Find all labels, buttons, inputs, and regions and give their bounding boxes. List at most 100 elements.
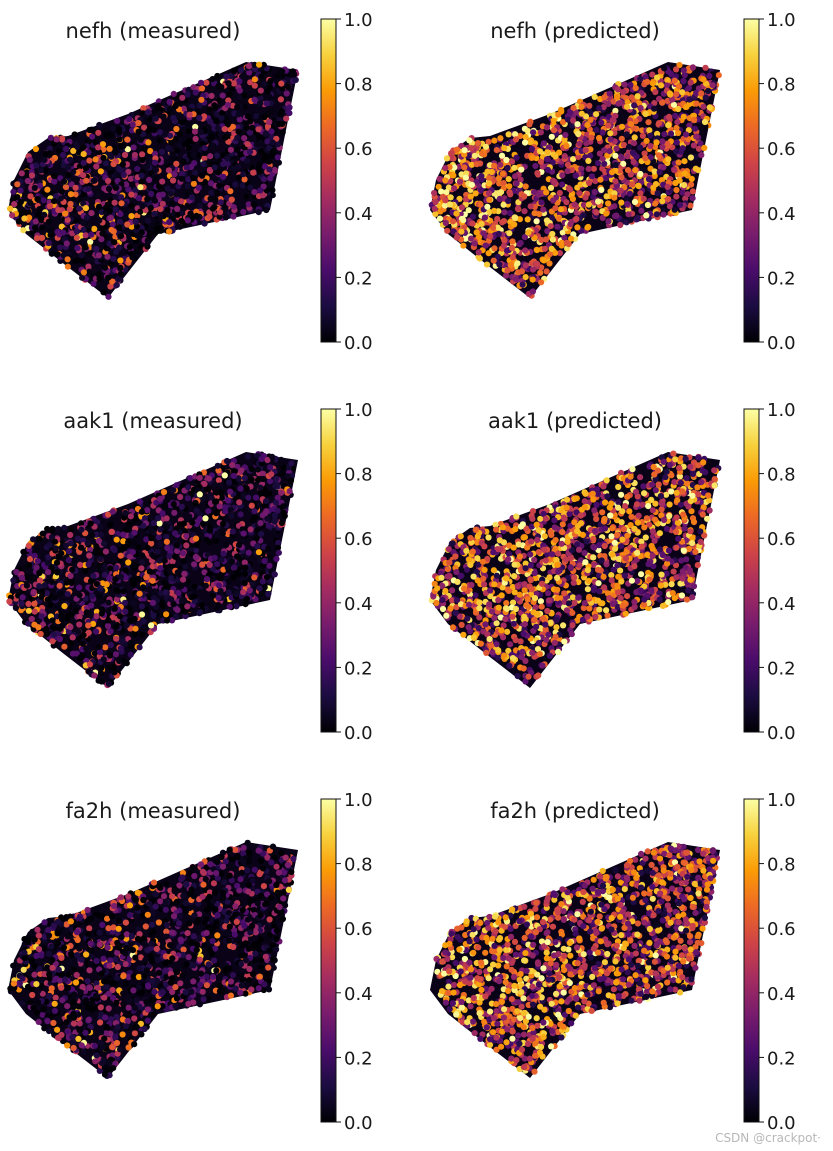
scatter-point (468, 235, 475, 242)
scatter-point (529, 154, 536, 161)
scatter-point (95, 144, 102, 151)
scatter-point (580, 212, 587, 219)
scatter-point (151, 588, 158, 595)
scatter-point (139, 157, 146, 164)
scatter-point (605, 122, 612, 129)
scatter-point (213, 118, 220, 125)
scatter-point (237, 511, 244, 518)
scatter-point (245, 549, 252, 556)
scatter-point (145, 238, 152, 246)
scatter-point (266, 490, 273, 497)
scatter-point (236, 93, 243, 100)
scatter-point (105, 599, 112, 606)
scatter-point (137, 208, 144, 215)
scatter-point (236, 87, 243, 94)
scatter-point (260, 176, 267, 183)
scatter-point (240, 171, 247, 178)
scatter-point (113, 194, 120, 201)
scatter-point (185, 86, 192, 93)
scatter-point (100, 289, 107, 296)
colorbar-tick-label: 0.0 (344, 723, 373, 744)
scatter-point (201, 145, 208, 152)
scatter-point (193, 542, 200, 549)
scatter-point (178, 175, 185, 182)
scatter-point (612, 178, 619, 185)
scatter-point (701, 144, 708, 151)
scatter-point (131, 631, 139, 638)
scatter-point (185, 176, 192, 183)
colorbar-tick-label: 0.4 (344, 204, 373, 225)
scatter-point (156, 520, 163, 527)
scatter-point (214, 72, 221, 80)
scatter-point (117, 613, 124, 620)
scatter-point (151, 159, 158, 166)
scatter-point (266, 562, 273, 569)
scatter-point (585, 201, 592, 208)
scatter-point (129, 549, 136, 556)
scatter-point (241, 104, 249, 111)
scatter-point (206, 213, 213, 220)
scatter-point (143, 574, 150, 581)
scatter-point (257, 95, 264, 102)
scatter-point (279, 129, 286, 136)
scatter-point (215, 594, 222, 602)
scatter-point (109, 508, 116, 515)
scatter-point (113, 536, 120, 543)
scatter-point (631, 140, 638, 147)
scatter-point (51, 178, 58, 185)
scatter-point (67, 191, 74, 198)
scatter-point (226, 603, 233, 610)
scatter-point (272, 499, 279, 506)
scatter-point (644, 201, 652, 209)
scatter-point (634, 214, 641, 221)
scatter-point (253, 141, 260, 148)
scatter-point (574, 224, 581, 231)
scatter-point (118, 200, 125, 207)
scatter-point (55, 553, 62, 560)
scatter-point (244, 163, 251, 170)
scatter-point (82, 244, 89, 251)
scatter-point (145, 139, 152, 146)
scatter-point (647, 132, 654, 139)
scatter-point (442, 165, 449, 172)
scatter-point (184, 183, 191, 190)
scatter-point (171, 509, 178, 516)
scatter-point (105, 177, 112, 184)
scatter-point (82, 205, 89, 212)
scatter-point (701, 118, 709, 126)
scatter-point (543, 124, 551, 131)
scatter-point (269, 139, 276, 146)
scatter-point (68, 525, 75, 532)
scatter-point (456, 178, 464, 185)
scatter-point (41, 156, 48, 163)
scatter-point (507, 262, 514, 269)
scatter-point (72, 184, 79, 191)
scatter-point (114, 117, 121, 125)
scatter-point (653, 211, 661, 218)
colorbar-tick-label: 0.6 (344, 139, 373, 160)
panel-title: aak1 (predicted) (488, 409, 662, 433)
scatter-point (122, 207, 129, 214)
scatter-point (30, 588, 37, 596)
scatter-point (251, 82, 258, 89)
scatter-point (693, 100, 700, 107)
scatter-point (91, 177, 98, 184)
scatter-point (116, 218, 124, 225)
scatter-point (234, 103, 241, 110)
scatter-point (683, 103, 690, 110)
scatter-point (136, 498, 143, 505)
scatter-point (117, 257, 124, 264)
scatter-point (128, 213, 135, 220)
scatter-points (6, 451, 296, 689)
panel-0: nefh (measured)0.00.20.40.60.81.0 (7, 10, 373, 354)
scatter-point (193, 507, 200, 514)
scatter-point (597, 176, 604, 183)
scatter-point (112, 651, 120, 658)
scatter-point (671, 167, 678, 174)
scatter-point (32, 145, 40, 153)
scatter-point (143, 163, 150, 170)
scatter-point (78, 526, 85, 533)
scatter-point (656, 120, 663, 127)
scatter-point (86, 222, 93, 229)
scatter-point (560, 622, 567, 629)
